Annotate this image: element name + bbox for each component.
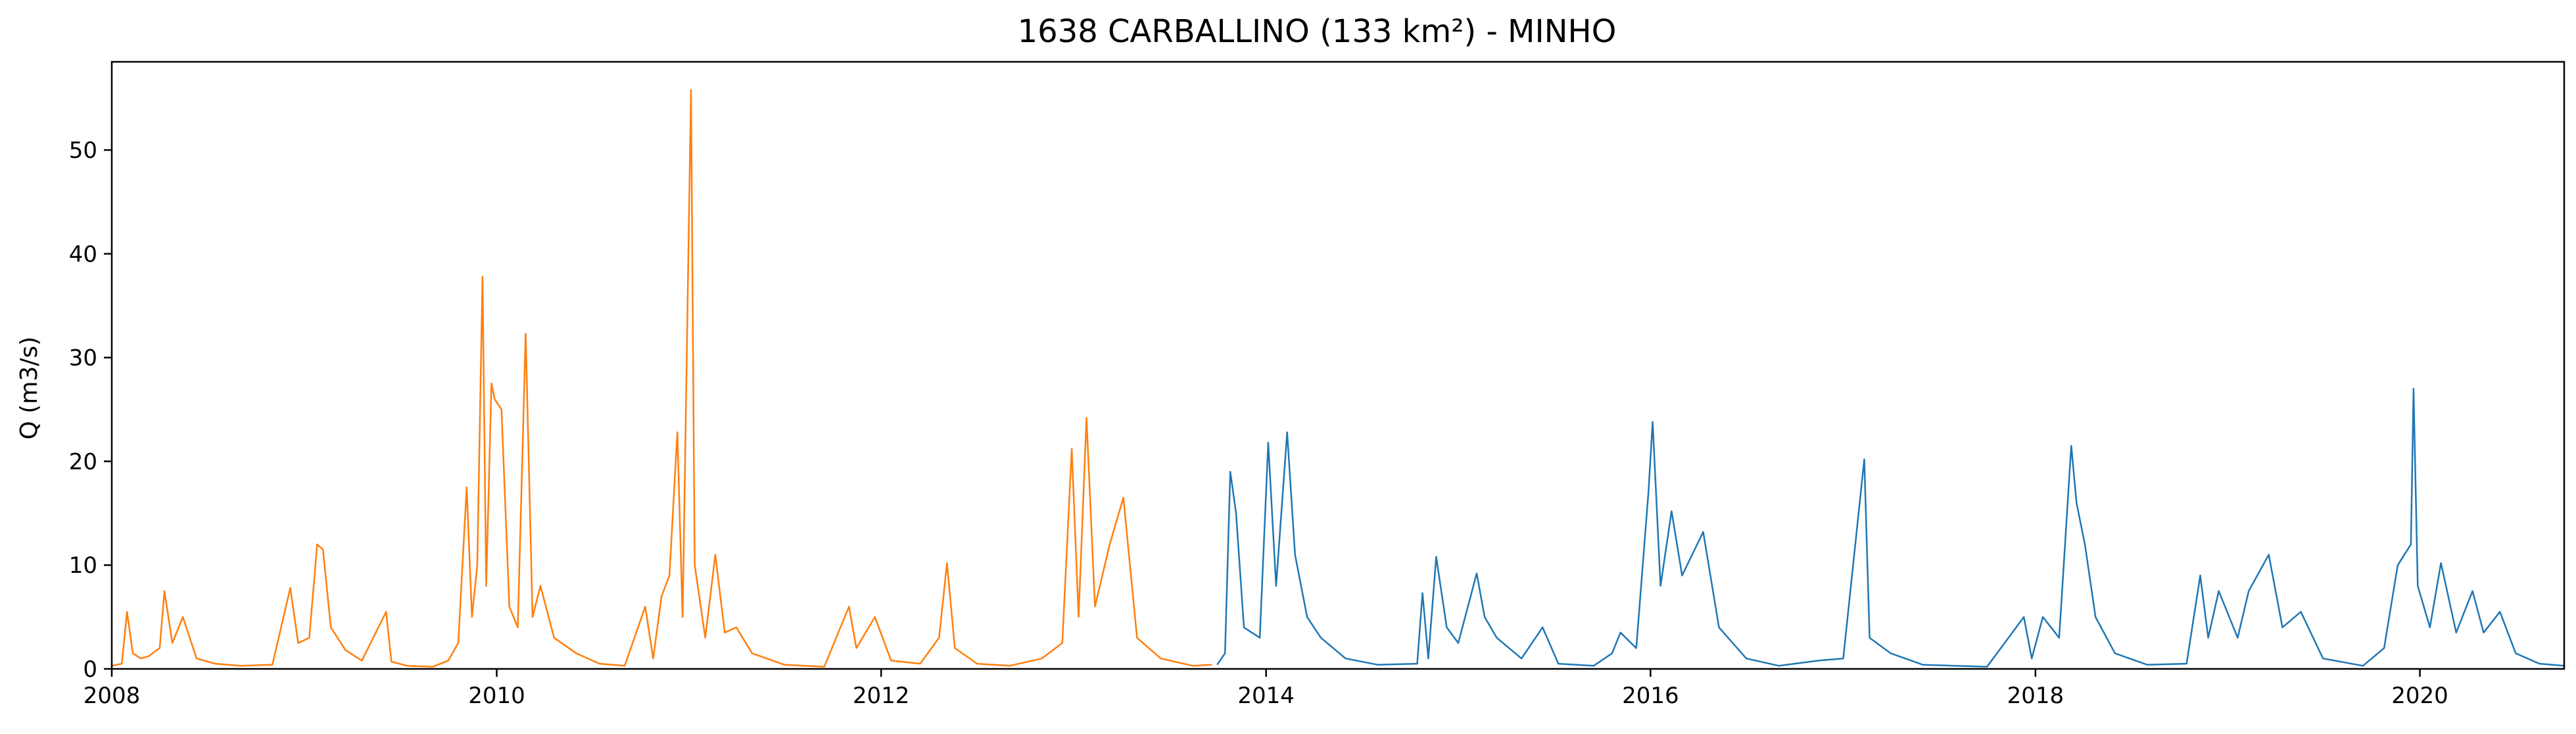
y-tick-label-50: 50	[69, 137, 97, 164]
y-axis-label: Q (m3/s)	[16, 337, 43, 440]
chart-title: 1638 CARBALLINO (133 km²) - MINHO	[1018, 13, 1617, 50]
x-tick-label-2008: 2008	[83, 683, 141, 709]
y-tick-label-30: 30	[69, 345, 97, 372]
y-tick-label-10: 10	[69, 552, 97, 579]
y-tick-label-40: 40	[69, 241, 97, 268]
x-tick-label-2020: 2020	[2391, 683, 2448, 709]
x-tick-label-2014: 2014	[1237, 683, 1295, 709]
y-tick-label-20: 20	[69, 449, 97, 475]
x-tick-label-2016: 2016	[1622, 683, 1679, 709]
x-tick-label-2018: 2018	[2007, 683, 2064, 709]
x-tick-label-2012: 2012	[853, 683, 910, 709]
x-tick-label-2010: 2010	[468, 683, 525, 709]
y-tick-label-0: 0	[83, 656, 97, 683]
